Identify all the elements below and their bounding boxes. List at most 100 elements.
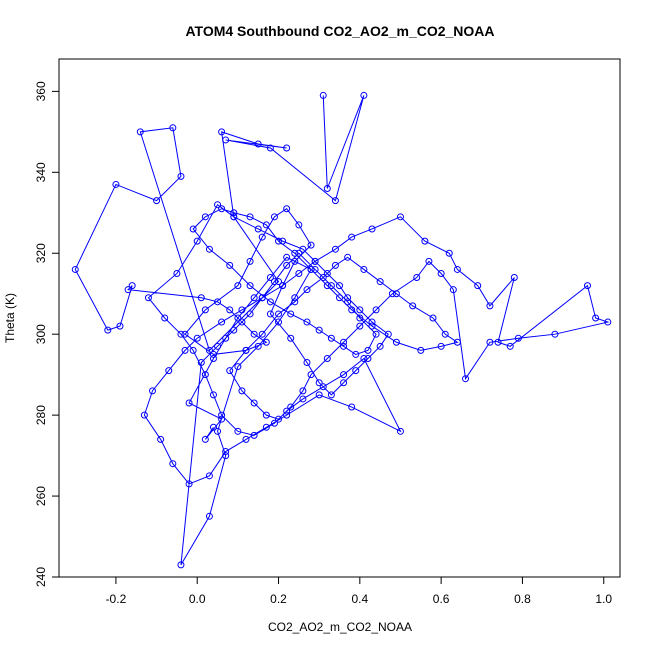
data-point: [429, 314, 437, 322]
data-point: [193, 334, 201, 342]
data-point: [295, 269, 303, 277]
data-point: [185, 480, 193, 488]
data-point: [246, 310, 254, 318]
data-point: [352, 350, 360, 358]
data-point: [214, 298, 222, 306]
data-point: [250, 294, 258, 302]
data-point: [376, 278, 384, 286]
data-point: [234, 363, 242, 371]
y-tick-label: 360: [34, 81, 48, 101]
data-point: [222, 452, 230, 460]
data-point: [344, 298, 352, 306]
x-axis: -0.2 0.0 0.2 0.4 0.6 0.8 1.0: [106, 577, 612, 606]
data-point: [197, 359, 205, 367]
data-point: [409, 302, 417, 310]
data-point: [254, 342, 262, 350]
data-point: [372, 330, 380, 338]
data-point: [214, 201, 222, 209]
data-point: [177, 172, 185, 180]
data-point: [136, 128, 144, 136]
data-point: [214, 427, 222, 435]
data-point: [157, 435, 165, 443]
data-point: [262, 423, 270, 431]
x-tick-label: 0.8: [514, 592, 531, 606]
data-point: [372, 306, 380, 314]
data-point: [311, 257, 319, 265]
data-point: [246, 257, 254, 265]
data-point: [327, 391, 335, 399]
data-point: [275, 318, 283, 326]
data-point: [299, 245, 307, 253]
data-point: [254, 140, 262, 148]
data-point: [266, 274, 274, 282]
data-point: [287, 310, 295, 318]
data-point: [124, 286, 132, 294]
series-line: [74, 95, 610, 566]
data-point: [356, 322, 364, 330]
data-point: [230, 209, 238, 217]
data-point: [185, 399, 193, 407]
data-point: [323, 185, 331, 192]
data-point: [356, 314, 364, 322]
data-point: [230, 213, 238, 221]
data-point: [327, 282, 335, 290]
y-tick-label: 240: [34, 567, 48, 587]
data-point: [173, 269, 181, 277]
data-point: [283, 205, 291, 213]
data-point: [238, 306, 246, 314]
data-point: [246, 213, 254, 221]
y-tick-label: 280: [34, 405, 48, 425]
data-point: [279, 237, 287, 245]
data-point: [283, 144, 291, 152]
data-point: [242, 346, 250, 354]
data-point: [315, 391, 323, 399]
x-tick-label: 0.0: [189, 592, 206, 606]
data-point: [226, 261, 234, 269]
data-point: [319, 274, 327, 282]
data-point: [209, 350, 217, 358]
data-point: [238, 318, 246, 326]
data-point: [222, 136, 230, 144]
data-point: [551, 330, 559, 338]
data-point: [291, 294, 299, 302]
data-point: [153, 197, 161, 205]
data-point: [205, 346, 213, 354]
data-point: [201, 371, 209, 379]
data-point: [144, 294, 152, 302]
data-point: [307, 265, 315, 273]
data-point: [254, 225, 262, 233]
data-point: [474, 282, 482, 290]
data-point: [275, 415, 283, 423]
data-point: [270, 213, 278, 221]
data-point: [360, 265, 368, 273]
data-point: [250, 399, 258, 407]
data-point: [116, 322, 124, 330]
data-point: [331, 197, 339, 205]
data-point: [238, 387, 246, 395]
data-point: [514, 334, 522, 342]
data-point: [291, 249, 299, 257]
data-point: [344, 294, 352, 302]
data-point: [275, 237, 283, 245]
data-point: [169, 460, 177, 468]
data-point: [323, 282, 331, 290]
y-tick-label: 320: [34, 243, 48, 263]
data-point: [201, 306, 209, 314]
data-point: [189, 225, 197, 233]
data-point: [218, 415, 226, 423]
data-point: [222, 448, 230, 456]
data-point: [348, 306, 356, 314]
data-point: [258, 330, 266, 338]
data-point: [205, 472, 213, 480]
data-point: [209, 423, 217, 431]
x-axis-label: CO2_AO2_m_CO2_NOAA: [268, 620, 412, 634]
data-point: [311, 265, 319, 273]
data-point: [209, 354, 217, 362]
data-point: [201, 435, 209, 443]
data-point: [222, 334, 230, 342]
data-point: [189, 346, 197, 354]
x-tick-label: 1.0: [595, 592, 612, 606]
data-point: [364, 346, 372, 354]
data-point: [327, 334, 335, 342]
